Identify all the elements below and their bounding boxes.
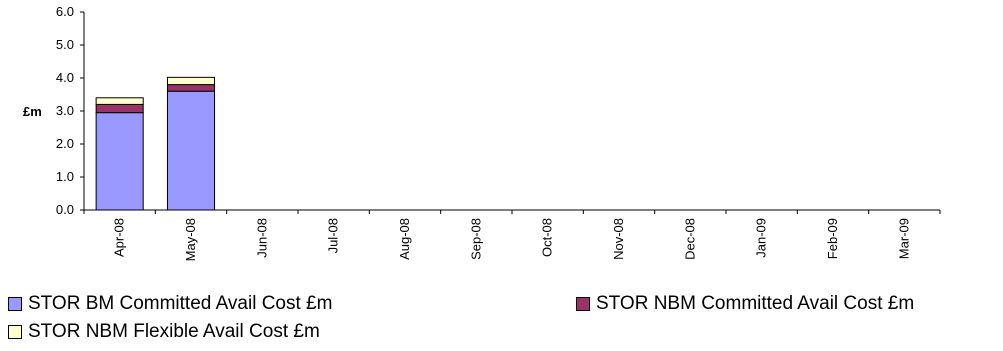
- bar-segment-3: [166, 76, 216, 86]
- bar-segment-2: [95, 103, 144, 114]
- y-tick-label: 6.0: [56, 4, 74, 19]
- legend-item-stor-nbm-committed: STOR NBM Committed Avail Cost £m: [576, 293, 914, 315]
- bars: [95, 76, 216, 211]
- legend-label: STOR NBM Flexible Avail Cost £m: [28, 321, 320, 342]
- x-tick-label: Oct-08: [540, 218, 555, 257]
- x-tick-label: Jun-08: [254, 218, 269, 258]
- x-tick-label: May-08: [183, 218, 198, 261]
- legend-item-stor-nbm-flexible: STOR NBM Flexible Avail Cost £m: [8, 321, 320, 343]
- x-tick-label: Jan-09: [754, 218, 769, 258]
- x-tick-label: Aug-08: [397, 218, 412, 260]
- bar-segment-2: [166, 84, 216, 92]
- y-tick-label: 3.0: [56, 103, 74, 118]
- x-tick-label: Jul-08: [326, 218, 341, 253]
- legend-swatch: [576, 297, 590, 311]
- y-tick-label: 1.0: [56, 169, 74, 184]
- x-tick-label: Mar-09: [896, 218, 911, 259]
- legend-swatch: [8, 325, 22, 339]
- bar-segment-1: [95, 112, 144, 211]
- y-tick-label: 5.0: [56, 37, 74, 52]
- y-axis-label: £m: [23, 104, 42, 119]
- legend-swatch: [8, 297, 22, 311]
- y-axis: 0.0 1.0 2.0 3.0 4.0 5.0 6.0: [56, 4, 85, 217]
- x-tick-label: Dec-08: [682, 218, 697, 260]
- x-tick-label: Feb-09: [825, 218, 840, 259]
- x-tick-label: Nov-08: [611, 218, 626, 260]
- x-axis: Apr-08 May-08 Jun-08 Jul-08 Aug-08 Sep-08 Oct-…: [83, 209, 941, 261]
- legend-label: STOR NBM Committed Avail Cost £m: [596, 293, 915, 314]
- x-tick-label: Sep-08: [468, 218, 483, 260]
- y-tick-label: 4.0: [56, 70, 74, 85]
- y-tick-label: 0.0: [56, 202, 74, 217]
- bar-segment-1: [166, 90, 216, 211]
- legend-item-stor-bm-committed: STOR BM Committed Avail Cost £m: [8, 293, 332, 315]
- stacked-bar-chart: 0.0 1.0 2.0 3.0 4.0 5.0 6.0 Apr-08 May-08 Jun-08…: [23, 4, 941, 261]
- y-tick-label: 2.0: [56, 136, 74, 151]
- bar-segment-3: [95, 97, 144, 105]
- legend-label: STOR BM Committed Avail Cost £m: [28, 293, 333, 314]
- x-tick-label: Apr-08: [112, 218, 127, 257]
